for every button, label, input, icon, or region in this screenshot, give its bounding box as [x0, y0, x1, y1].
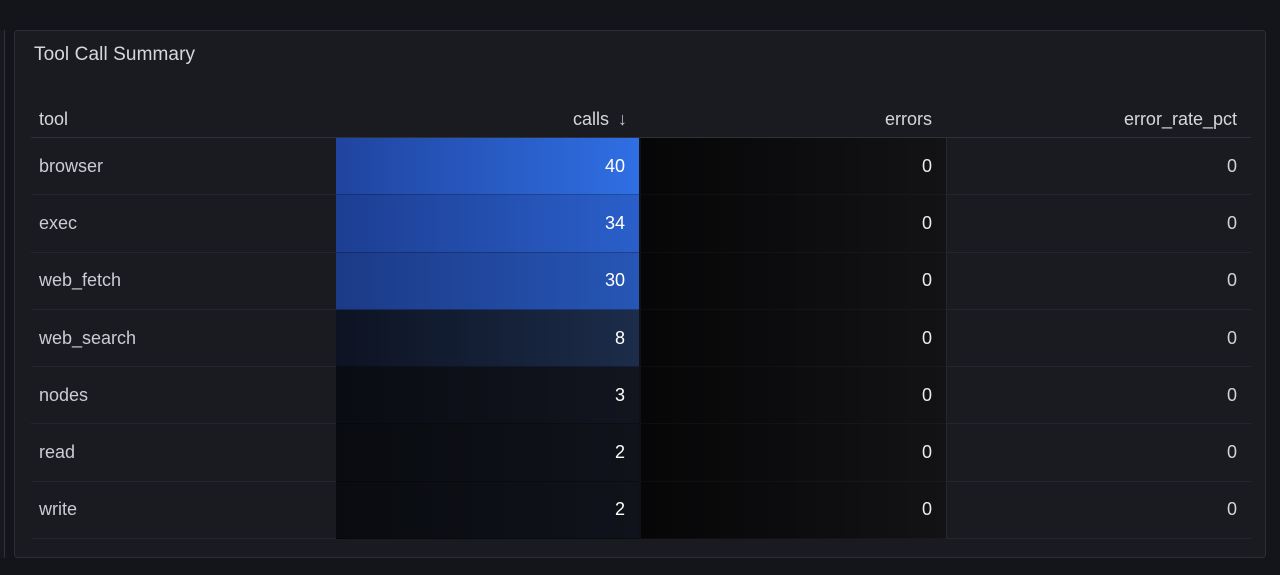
table-body: browser 40 0 0 exec 34 0 0 web_fetch 30 …: [31, 138, 1251, 540]
cell-calls: 40: [336, 138, 641, 196]
table-row: exec 34 0 0: [31, 195, 1251, 253]
cell-error-rate-pct: 0: [946, 309, 1251, 368]
cell-tool: nodes: [31, 367, 336, 425]
cell-calls: 2: [336, 424, 641, 482]
cell-errors: 0: [641, 481, 946, 540]
table-header-row: tool calls ↓ errors error_rate_pct: [31, 101, 1251, 138]
cell-calls: 3: [336, 367, 641, 425]
cell-calls: 34: [336, 195, 641, 253]
cell-errors: 0: [641, 309, 946, 368]
column-header-errors[interactable]: errors: [884, 108, 932, 129]
cell-error-rate-pct: 0: [946, 138, 1251, 196]
tool-call-summary-panel: Tool Call Summary tool calls ↓ errors er…: [14, 30, 1266, 558]
sort-descending-icon: ↓: [618, 108, 627, 129]
cell-error-rate-pct: 0: [946, 367, 1251, 425]
cell-calls: 2: [336, 481, 641, 540]
table-row: web_search 8 0 0: [31, 309, 1251, 368]
cell-tool: web_search: [31, 310, 336, 368]
column-header-calls[interactable]: calls ↓: [336, 101, 641, 137]
cell-errors: 0: [641, 252, 946, 310]
adjacent-panel-edge: [0, 30, 5, 558]
column-header-calls-label: calls: [572, 108, 609, 129]
table-row: web_fetch 30 0 0: [31, 252, 1251, 310]
cell-tool: read: [31, 424, 336, 482]
cell-error-rate-pct: 0: [946, 252, 1251, 310]
cell-tool: web_fetch: [31, 253, 336, 310]
cell-errors: 0: [641, 367, 946, 425]
table-row: browser 40 0 0: [31, 138, 1251, 196]
cell-tool: browser: [31, 138, 336, 196]
column-header-tool[interactable]: tool: [39, 108, 69, 129]
column-header-error-rate-pct[interactable]: error_rate_pct: [1123, 108, 1237, 129]
cell-tool: exec: [31, 195, 336, 253]
cell-errors: 0: [641, 138, 946, 196]
table-row: read 2 0 0: [31, 424, 1251, 482]
cell-error-rate-pct: 0: [946, 424, 1251, 482]
panel-title[interactable]: Tool Call Summary: [34, 44, 196, 65]
cell-calls: 30: [336, 252, 641, 310]
cell-calls: 8: [336, 309, 641, 368]
cell-error-rate-pct: 0: [946, 195, 1251, 253]
cell-errors: 0: [641, 424, 946, 482]
table-row: nodes 3 0 0: [31, 367, 1251, 425]
table-row: write 2 0 0: [31, 481, 1251, 540]
cell-tool: write: [31, 482, 336, 540]
cell-error-rate-pct: 0: [946, 481, 1251, 540]
cell-errors: 0: [641, 195, 946, 253]
summary-table: tool calls ↓ errors error_rate_pct brows…: [31, 101, 1251, 540]
panel-header: Tool Call Summary: [15, 31, 1265, 87]
